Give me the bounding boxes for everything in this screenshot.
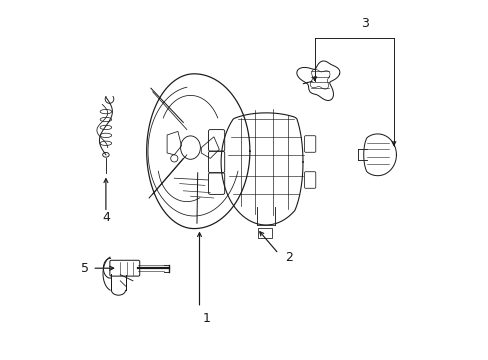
- Text: 4: 4: [102, 211, 110, 224]
- Text: 2: 2: [285, 251, 293, 264]
- Text: 3: 3: [361, 17, 368, 30]
- Text: 5: 5: [81, 262, 89, 275]
- Text: 1: 1: [203, 312, 210, 325]
